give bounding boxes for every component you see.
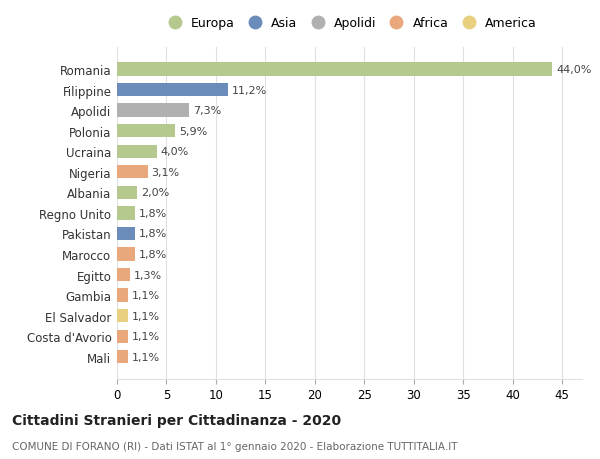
Text: 1,1%: 1,1% (132, 352, 160, 362)
Text: Cittadini Stranieri per Cittadinanza - 2020: Cittadini Stranieri per Cittadinanza - 2… (12, 413, 341, 427)
Text: COMUNE DI FORANO (RI) - Dati ISTAT al 1° gennaio 2020 - Elaborazione TUTTITALIA.: COMUNE DI FORANO (RI) - Dati ISTAT al 1°… (12, 441, 458, 451)
Bar (117, 207, 135, 220)
Bar (117, 269, 130, 282)
Text: 1,1%: 1,1% (132, 291, 160, 301)
Bar (117, 330, 128, 343)
Text: 1,1%: 1,1% (132, 331, 160, 341)
Text: 11,2%: 11,2% (232, 85, 267, 95)
Bar (117, 145, 157, 158)
Bar (117, 289, 128, 302)
Bar (117, 63, 553, 77)
Text: 5,9%: 5,9% (179, 126, 208, 136)
Text: 1,3%: 1,3% (134, 270, 162, 280)
Text: 2,0%: 2,0% (141, 188, 169, 198)
Legend: Europa, Asia, Apolidi, Africa, America: Europa, Asia, Apolidi, Africa, America (160, 15, 539, 33)
Text: 7,3%: 7,3% (193, 106, 221, 116)
Bar (117, 309, 128, 323)
Bar (117, 350, 128, 364)
Bar (117, 186, 137, 200)
Text: 3,1%: 3,1% (152, 168, 180, 178)
Bar (117, 227, 135, 241)
Text: 1,8%: 1,8% (139, 208, 167, 218)
Text: 44,0%: 44,0% (556, 65, 592, 75)
Bar (117, 125, 175, 138)
Text: 1,1%: 1,1% (132, 311, 160, 321)
Bar (117, 248, 135, 261)
Bar (117, 104, 189, 118)
Bar (117, 84, 228, 97)
Text: 1,8%: 1,8% (139, 249, 167, 259)
Text: 1,8%: 1,8% (139, 229, 167, 239)
Text: 4,0%: 4,0% (161, 147, 189, 157)
Bar (117, 166, 148, 179)
